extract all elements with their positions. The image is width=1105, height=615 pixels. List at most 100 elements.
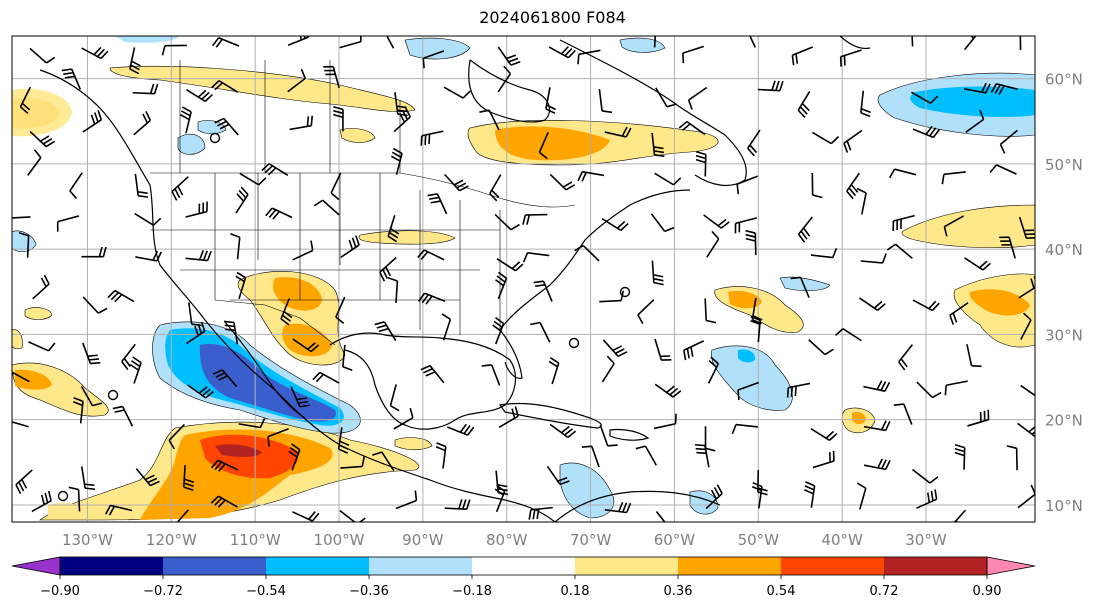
colorbar-tick-label: −0.90 [40, 584, 80, 599]
wind-barb [239, 172, 267, 186]
wind-barb [812, 451, 835, 469]
wind-barb [530, 321, 551, 343]
border-states-1 [214, 173, 501, 335]
lon-tick-label: 80°W [486, 531, 528, 549]
wind-barb [210, 459, 239, 472]
wind-barb [863, 380, 891, 392]
wind-barb [704, 426, 716, 452]
coast-florida [499, 329, 523, 379]
wind-barb [706, 230, 720, 258]
wind-barb [133, 111, 152, 136]
shade-warm-pacific-core [215, 444, 262, 457]
wind-barb [522, 213, 548, 225]
wind-barb [494, 484, 506, 513]
gridlines [12, 36, 1035, 522]
wind-barb [941, 171, 966, 185]
shade-warm-east-atlantic-2-core [969, 289, 1030, 316]
shade-cool-atlantic-core [910, 86, 1035, 118]
wind-barb [892, 214, 915, 232]
wind-barb [810, 247, 838, 259]
wind-barb [678, 120, 706, 136]
wind-barb [966, 344, 982, 368]
wind-barb [533, 280, 553, 302]
wind-barb [489, 174, 502, 202]
wind-barb [223, 320, 239, 345]
wind-barb [989, 164, 1017, 175]
wind-barb [797, 91, 811, 118]
wind-barb [390, 147, 403, 175]
border-canada-provinces [179, 60, 401, 173]
wind-barb [323, 65, 340, 89]
wind-barb [687, 86, 708, 110]
lon-tick-label: 90°W [402, 531, 444, 549]
wind-barb [129, 356, 142, 384]
wind-barb [180, 106, 192, 134]
wind-barb [808, 339, 834, 356]
wind-barb [290, 386, 310, 408]
wind-barb [56, 215, 80, 232]
map-title: 2024061800 F084 [479, 8, 626, 27]
wind-barb [843, 129, 863, 153]
wind-barb [105, 504, 133, 516]
wind-barb [604, 126, 632, 138]
wind-barb [280, 298, 293, 326]
wind-barb [1020, 312, 1032, 340]
wind-barb [705, 484, 723, 510]
wind-barb [999, 236, 1016, 259]
wind-barb [230, 233, 241, 260]
coast-cuba [498, 402, 602, 429]
wind-barb [898, 344, 913, 371]
shade-cool-caribbean [559, 462, 615, 519]
wind-barb [538, 131, 549, 160]
wind-barb [80, 386, 103, 407]
wind-barb [944, 380, 968, 396]
wind-barb [379, 256, 397, 282]
wind-barb [492, 317, 505, 345]
calm-circle [209, 132, 221, 144]
colorbar-tick-label: 0.36 [664, 584, 693, 599]
wind-barb [682, 45, 705, 64]
wind-barb [653, 413, 677, 430]
wind-barb [810, 427, 838, 442]
wind-barb [129, 47, 141, 75]
coast-south-america [554, 490, 721, 522]
wind-barb [954, 443, 966, 470]
wind-barb [858, 297, 886, 311]
wind-barb [637, 299, 655, 325]
wind-barb [747, 129, 761, 157]
wind-barb [860, 253, 887, 264]
wind-barb [791, 46, 814, 66]
wind-barb [498, 406, 519, 429]
wind-barb [522, 252, 550, 263]
wind-barb [963, 82, 991, 94]
wind-barb [856, 482, 867, 510]
calm-circle [57, 490, 69, 502]
wind-barb [68, 486, 81, 512]
wind-barb [29, 47, 56, 64]
wind-barb [574, 244, 600, 262]
wind-barb [168, 423, 185, 450]
wind-barb [481, 364, 501, 386]
wind-barb [911, 36, 914, 47]
wind-barb [964, 257, 991, 271]
wind-barb [211, 37, 240, 48]
shade-warm-east-pacific-left-core [15, 369, 52, 390]
wind-barb [912, 299, 940, 312]
wind-barb [999, 129, 1018, 154]
wind-barb [292, 240, 314, 261]
wind-barb [435, 442, 447, 469]
wind-barb [655, 511, 666, 522]
wind-barb [707, 356, 720, 384]
wind-barb [393, 107, 411, 133]
wind-barb [420, 364, 445, 384]
wind-barb [734, 217, 758, 234]
lon-tick-label: 50°W [738, 531, 780, 549]
colorbar-segment [575, 557, 679, 575]
wind-barb [395, 490, 418, 510]
colorbar-extend-high [986, 556, 1036, 576]
wind-barb [238, 418, 266, 429]
wind-barb [134, 173, 149, 198]
wind-barb [112, 405, 134, 427]
wind-barb [599, 424, 618, 447]
coast-hudson [468, 59, 551, 123]
